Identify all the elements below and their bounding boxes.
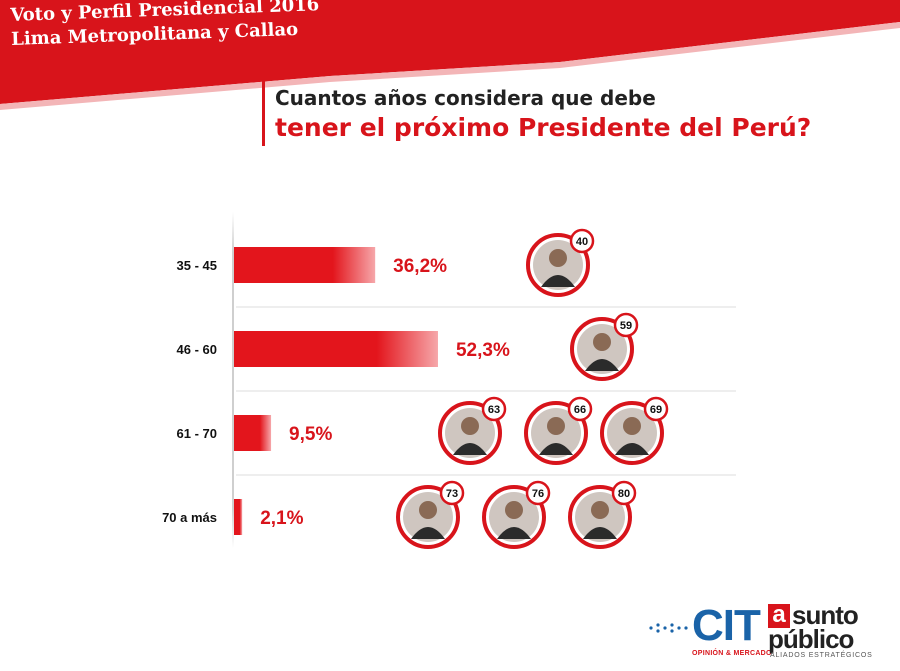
candidate-portrait: 59: [570, 312, 639, 381]
value-label: 36,2%: [393, 256, 447, 277]
candidate-portrait: 66: [524, 396, 593, 465]
age-badge-text: 69: [650, 404, 662, 416]
person-head-icon: [547, 417, 565, 435]
person-head-icon: [593, 333, 611, 351]
bar: [234, 247, 376, 283]
person-body-icon: [411, 527, 445, 539]
person-head-icon: [623, 417, 641, 435]
candidate-portrait: 40: [526, 228, 595, 297]
age-badge: [439, 480, 465, 506]
cit-dots-icon: [649, 623, 688, 633]
person-head-icon: [549, 249, 567, 267]
value-label: 52,3%: [456, 340, 510, 361]
person-head-icon: [505, 501, 523, 519]
person-body-icon: [497, 527, 531, 539]
age-badge-text: 59: [620, 320, 632, 332]
category-label: 46 - 60: [177, 342, 217, 357]
value-label: 9,5%: [289, 424, 332, 445]
value-label: 2,1%: [260, 508, 303, 529]
age-badge-text: 76: [532, 488, 544, 500]
asunto-publico-line1: sunto: [792, 600, 859, 630]
asunto-publico-line2: público: [768, 624, 854, 654]
bar: [234, 499, 243, 535]
age-badge: [611, 480, 637, 506]
header-banner: Voto y Perfil Presidencial 2016 Lima Met…: [0, 0, 900, 110]
age-bar-chart: 35 - 45 36,2% 40 46 - 60 52,3% 59 61 - 70 9,5% 6…: [162, 212, 736, 549]
asunto-publico-logo: a sunto público ALIADOS ESTRATÉGICOS: [768, 600, 878, 659]
category-label: 70 a más: [162, 510, 217, 525]
person-body-icon: [453, 443, 487, 455]
age-badge: [569, 228, 595, 254]
bar: [234, 415, 272, 451]
asunto-publico-tagline: ALIADOS ESTRATÉGICOS: [770, 652, 873, 659]
asunto-publico-box-letter: a: [768, 603, 790, 628]
cit-tagline: OPINIÓN & MERCADO: [692, 650, 772, 657]
age-badge-text: 66: [574, 404, 586, 416]
person-body-icon: [585, 359, 619, 371]
age-badge-text: 80: [618, 488, 630, 500]
candidate-portrait: 63: [438, 396, 507, 465]
person-body-icon: [539, 443, 573, 455]
person-head-icon: [419, 501, 437, 519]
candidate-portrait: 69: [600, 396, 669, 465]
person-head-icon: [591, 501, 609, 519]
footer-logos: CIT OPINIÓN & MERCADO a sunto público AL…: [640, 598, 880, 659]
question-block: Cuantos años considera que debe tener el…: [262, 80, 811, 146]
person-body-icon: [541, 275, 575, 287]
candidate-portrait: 80: [568, 480, 637, 549]
age-badge: [525, 480, 551, 506]
question-line2: tener el próximo Presidente del Perú?: [275, 113, 812, 142]
age-badge: [643, 396, 669, 422]
age-badge-text: 63: [488, 404, 500, 416]
y-axis-line: [232, 212, 234, 548]
banner-shape: [0, 0, 900, 110]
age-badge: [481, 396, 507, 422]
person-body-icon: [615, 443, 649, 455]
category-label: 61 - 70: [177, 426, 217, 441]
person-body-icon: [583, 527, 617, 539]
bar: [234, 331, 438, 367]
question-line1: Cuantos años considera que debe: [275, 86, 656, 110]
category-label: 35 - 45: [177, 258, 217, 273]
age-badge-text: 73: [446, 488, 458, 500]
candidate-portrait: 76: [482, 480, 551, 549]
candidate-portrait: 73: [396, 480, 465, 549]
person-head-icon: [461, 417, 479, 435]
age-badge: [567, 396, 593, 422]
cit-wordmark: CIT: [692, 601, 761, 650]
cit-logo: CIT OPINIÓN & MERCADO: [648, 601, 772, 658]
age-badge-text: 40: [576, 236, 588, 248]
age-badge: [613, 312, 639, 338]
